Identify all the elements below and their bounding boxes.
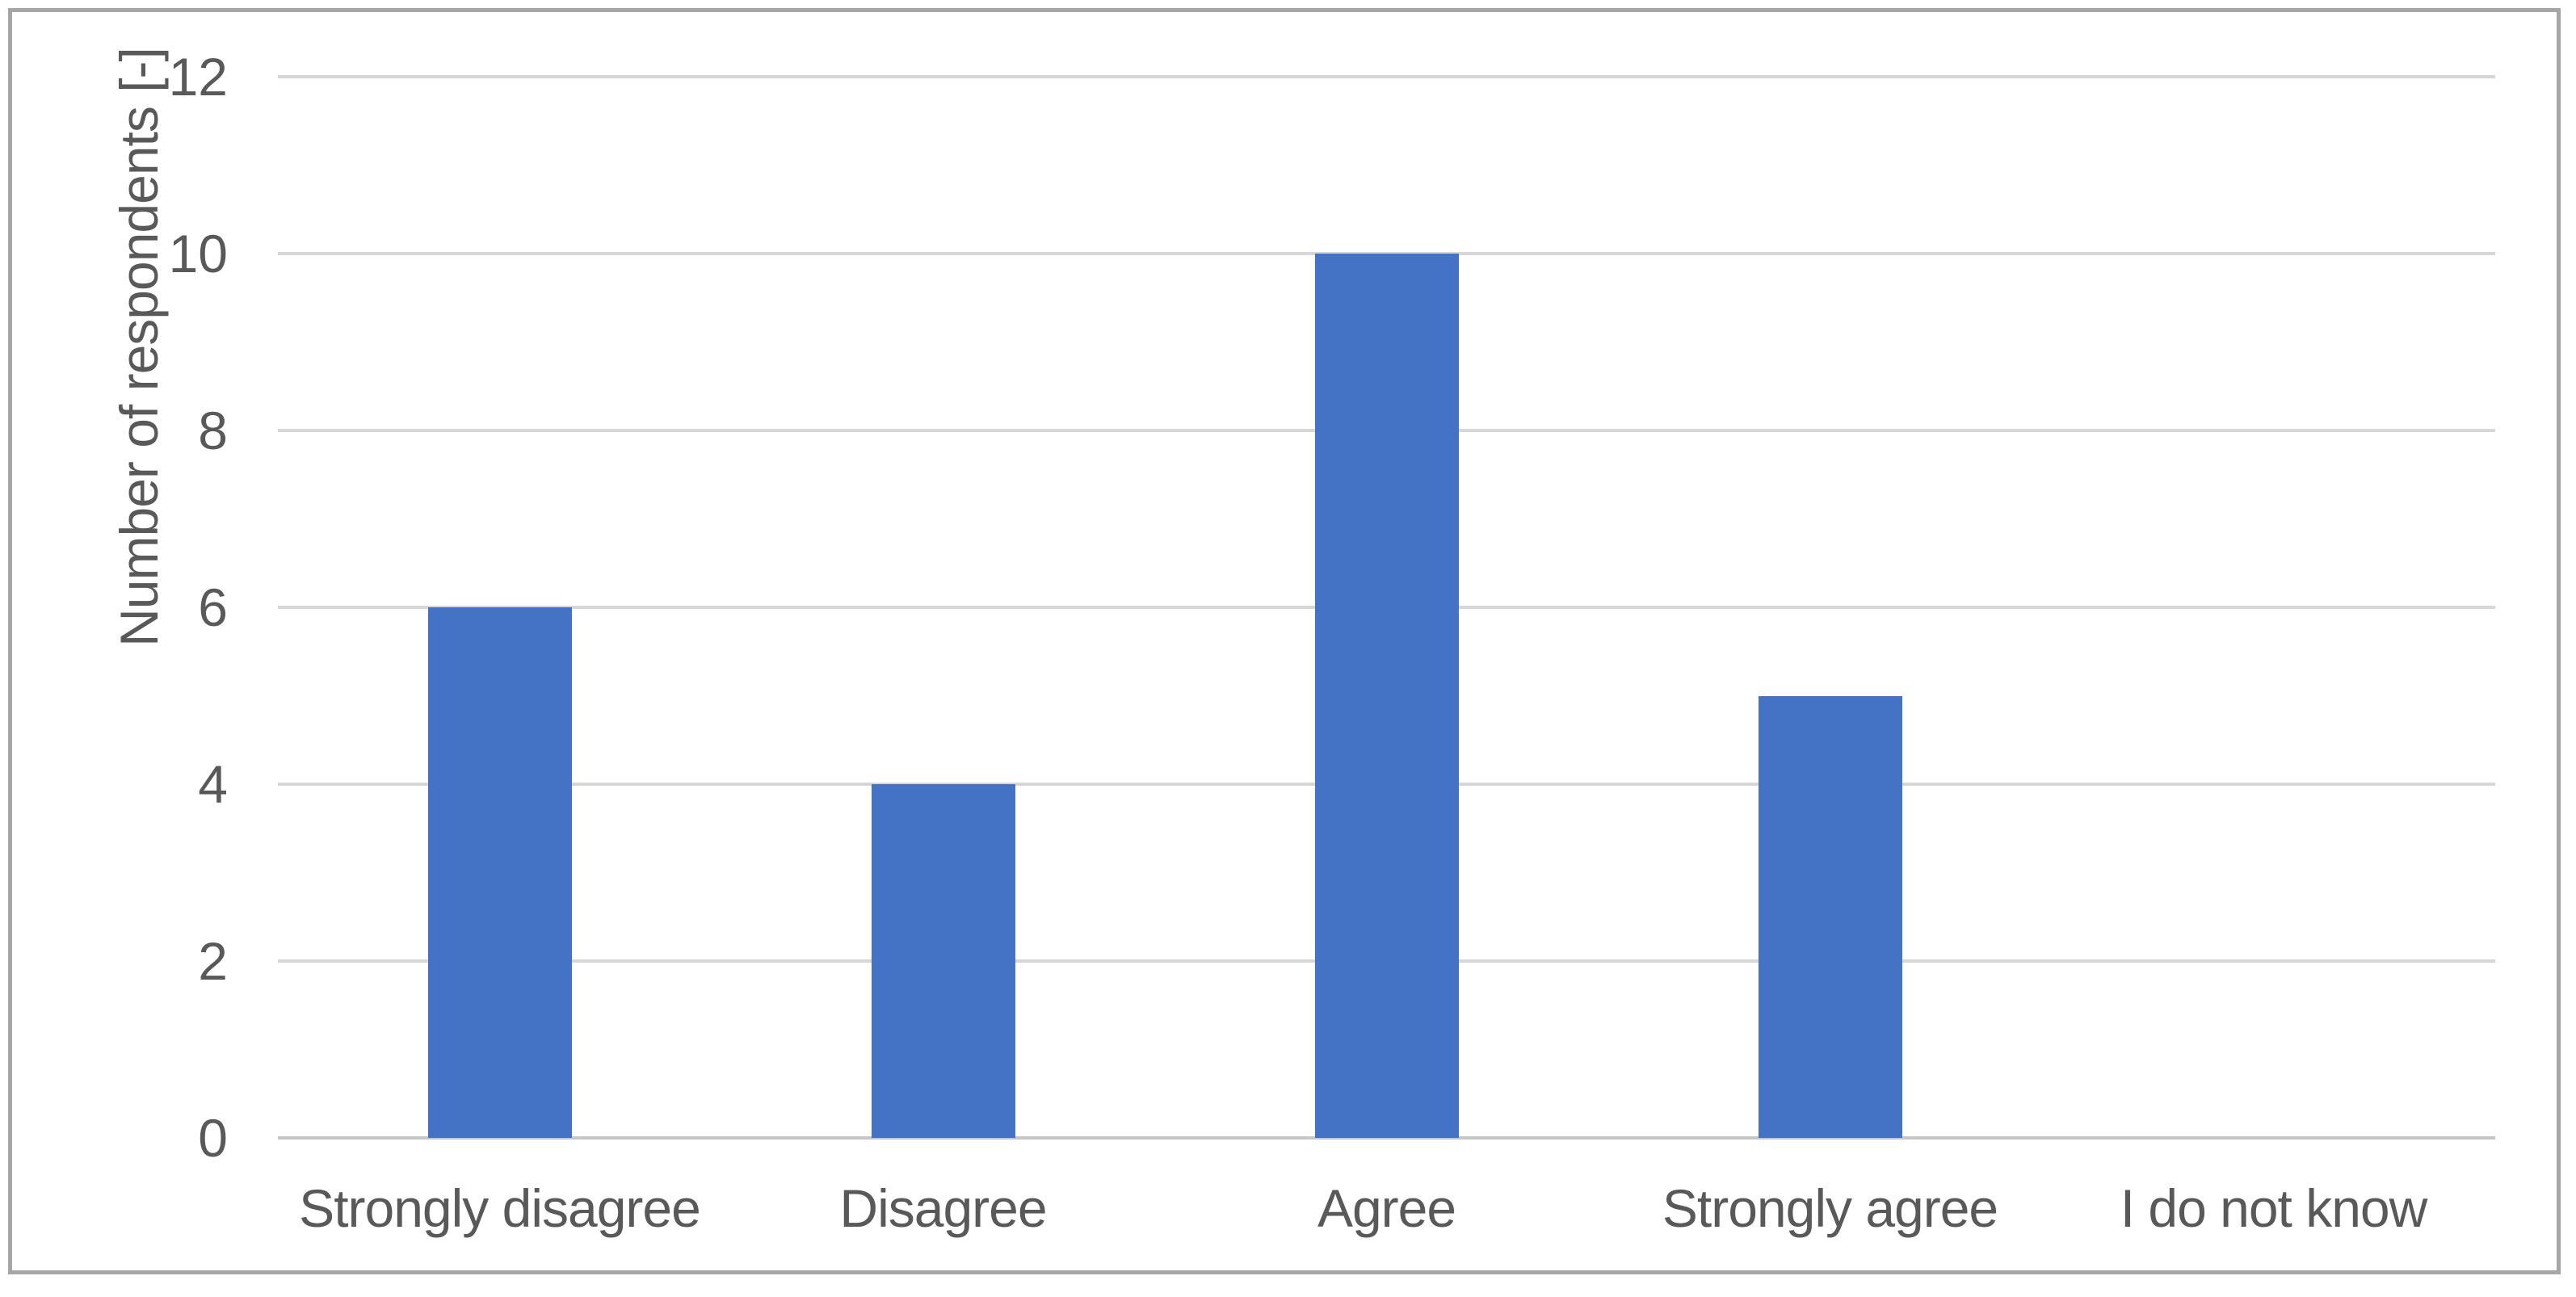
x-category-label: Strongly disagree (299, 1178, 701, 1238)
y-axis-title: Number of respondents [-] (109, 48, 169, 647)
y-tick-label: 12 (168, 47, 228, 107)
bar (1314, 254, 1459, 1138)
x-category-label: Disagree (839, 1178, 1047, 1238)
bar (1758, 695, 1902, 1138)
y-tick-label: 0 (198, 1108, 228, 1168)
y-tick-label: 10 (168, 224, 228, 283)
x-category-label: I do not know (2120, 1178, 2428, 1238)
y-tick-label: 6 (198, 577, 228, 637)
bar (427, 607, 572, 1138)
y-tick-label: 8 (198, 401, 228, 460)
x-category-label: Strongly agree (1662, 1178, 1998, 1238)
x-category-label: Agree (1317, 1178, 1456, 1238)
y-tick-label: 2 (198, 931, 228, 991)
x-axis-line (278, 1136, 2495, 1140)
chart-frame-border (8, 8, 2561, 1274)
y-tick-label: 4 (198, 754, 228, 814)
gridline (278, 75, 2495, 78)
bar (871, 784, 1015, 1138)
